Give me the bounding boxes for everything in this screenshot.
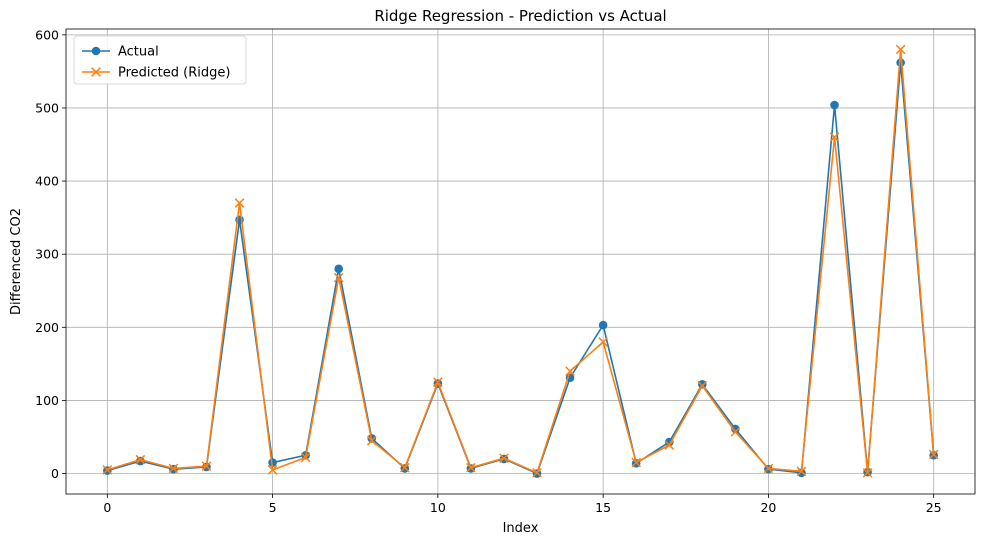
- predicted-point-stroke: [697, 380, 708, 391]
- predicted-point: [796, 466, 807, 477]
- predicted-point-stroke: [102, 465, 113, 475]
- predicted-point: [829, 132, 840, 143]
- predicted-point: [366, 435, 377, 446]
- y-tick-label: 600: [35, 27, 59, 42]
- predicted-point-stroke: [499, 453, 509, 464]
- x-tick-label: 20: [760, 500, 776, 515]
- legend-entry: Actual: [82, 45, 159, 60]
- predicted-point: [168, 463, 179, 474]
- series-predicted: [102, 44, 939, 478]
- legend-label: Actual: [118, 45, 159, 60]
- predicted-point: [234, 198, 245, 208]
- x-tick-label: 15: [595, 500, 611, 515]
- predicted-point: [697, 380, 708, 391]
- predicted-point: [565, 366, 575, 377]
- predicted-point: [598, 337, 608, 347]
- predicted-point: [862, 467, 873, 478]
- actual-point: [830, 100, 839, 110]
- legend-box: [73, 35, 247, 85]
- predicted-point: [433, 377, 443, 387]
- predicted-point: [466, 462, 476, 473]
- predicted-point-stroke: [333, 272, 344, 283]
- predicted-point-stroke: [631, 457, 642, 468]
- x-axis-label: Index: [503, 521, 539, 536]
- predicted-point: [763, 463, 774, 474]
- predicted-point: [664, 440, 675, 450]
- legend-label: Predicted (Ridge): [118, 66, 230, 81]
- actual-point: [334, 264, 344, 274]
- predicted-point: [201, 461, 212, 472]
- y-axis-label: Differenced CO2: [9, 208, 24, 315]
- predicted-point: [267, 465, 278, 475]
- predicted-point-stroke: [895, 44, 906, 55]
- predicted-point: [91, 67, 101, 77]
- actual-point: [136, 456, 145, 466]
- x-axis-ticks: 0 5 10 15 20 25: [103, 494, 942, 515]
- predicted-point-stroke: [466, 462, 476, 473]
- predicted-point-stroke: [399, 462, 410, 473]
- predicted-point: [135, 454, 146, 465]
- y-axis-ticks: 0 100 200 300 400 500 600: [35, 27, 66, 481]
- y-tick-label: 500: [35, 100, 59, 115]
- predicted-point-stroke: [829, 132, 840, 143]
- predicted-point-stroke: [928, 449, 939, 460]
- series-actual: [103, 58, 938, 478]
- y-tick-label: 300: [35, 247, 59, 262]
- predicted-point-stroke: [598, 337, 608, 347]
- predicted-point: [333, 272, 344, 283]
- predicted-point-stroke: [565, 366, 575, 377]
- y-tick-label: 200: [35, 320, 59, 335]
- y-tick-label: 0: [51, 466, 59, 481]
- predicted-point-stroke: [763, 463, 774, 474]
- predicted-point: [499, 453, 509, 464]
- predicted-point-stroke: [730, 427, 741, 437]
- predicted-point-stroke: [135, 454, 146, 465]
- predicted-point: [730, 427, 741, 437]
- series-layer: [102, 44, 939, 478]
- predicted-point-stroke: [300, 452, 311, 463]
- predicted-point-stroke: [433, 377, 443, 387]
- grid-lines: [66, 29, 975, 494]
- y-tick-label: 100: [35, 393, 59, 408]
- predicted-point-stroke: [201, 461, 212, 472]
- predicted-point: [928, 449, 939, 460]
- predicted-point-stroke: [366, 435, 377, 446]
- predicted-point-stroke: [91, 67, 101, 77]
- y-tick-label: 400: [35, 174, 59, 189]
- chart-title: Ridge Regression - Prediction vs Actual: [374, 7, 666, 25]
- x-tick-label: 25: [926, 500, 942, 515]
- actual-point: [91, 46, 101, 56]
- predicted-point-stroke: [664, 440, 675, 450]
- predicted-point: [399, 462, 410, 473]
- x-tick-label: 10: [430, 500, 446, 515]
- legend-entry: Predicted (Ridge): [82, 66, 230, 81]
- predicted-line: [107, 48, 935, 474]
- predicted-point-stroke: [234, 198, 245, 208]
- predicted-point-stroke: [532, 467, 542, 478]
- actual-point: [731, 424, 740, 434]
- actual-point: [598, 320, 608, 330]
- legend: Actual Predicted (Ridge): [73, 35, 247, 85]
- predicted-point: [532, 467, 542, 478]
- predicted-point-stroke: [796, 466, 807, 477]
- x-tick-label: 5: [269, 500, 277, 515]
- predicted-point-stroke: [862, 467, 873, 478]
- predicted-point: [631, 457, 642, 468]
- predicted-point: [102, 465, 113, 475]
- actual-point: [268, 458, 277, 467]
- actual-point: [698, 380, 707, 389]
- actual-point: [896, 58, 905, 67]
- x-tick-label: 0: [103, 500, 111, 515]
- predicted-point: [895, 44, 906, 55]
- predicted-point-stroke: [267, 465, 278, 475]
- predicted-point-stroke: [168, 463, 179, 474]
- plot-frame: [65, 28, 976, 495]
- predicted-point: [300, 452, 311, 463]
